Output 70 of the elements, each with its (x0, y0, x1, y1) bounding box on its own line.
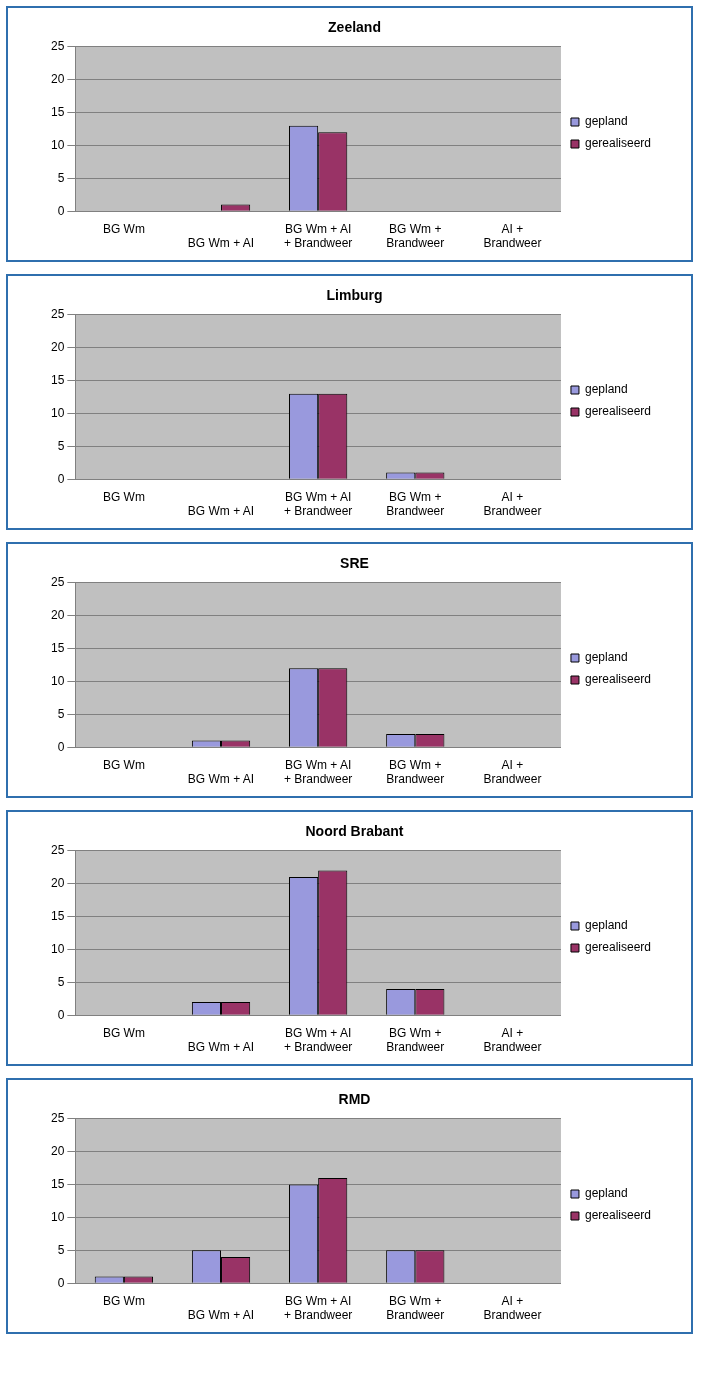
y-tick-label: 25 (50, 39, 65, 54)
x-tick-label: BG Wm (102, 489, 145, 504)
y-tick-label: 15 (50, 908, 65, 923)
y-tick-label: 25 (50, 1111, 65, 1126)
y-tick-label: 25 (50, 307, 65, 322)
legend-label: gerealiseerd (584, 1208, 652, 1223)
x-tick-label: AI + Brandweer (483, 757, 542, 787)
y-tick-label: 20 (50, 1143, 65, 1158)
chart-title: Noord Brabant (305, 823, 404, 840)
x-tick-label: BG Wm + AI (187, 504, 255, 519)
y-tick-label: 0 (57, 471, 65, 486)
y-tick-label: 15 (50, 104, 65, 119)
x-tick-label: BG Wm + AI (187, 772, 255, 787)
legend-label: gepland (584, 1186, 628, 1201)
y-tick-label: 10 (50, 941, 65, 956)
x-tick-label: BG Wm + AI + Brandweer (283, 1293, 353, 1323)
chart-title: Zeeland (328, 19, 381, 36)
y-tick-label: 25 (50, 843, 65, 858)
y-tick-label: 0 (57, 203, 65, 218)
y-tick-label: 15 (50, 1176, 65, 1191)
y-tick-label: 10 (50, 137, 65, 152)
y-tick-label: 15 (50, 372, 65, 387)
x-tick-label: BG Wm (102, 1025, 145, 1040)
y-tick-label: 20 (50, 875, 65, 890)
y-tick-label: 20 (50, 607, 65, 622)
x-tick-label: BG Wm (102, 221, 145, 236)
legend-label: gerealiseerd (584, 940, 652, 955)
legend-label: gepland (584, 650, 628, 665)
x-tick-label: BG Wm + Brandweer (386, 1025, 445, 1055)
x-tick-label: AI + Brandweer (483, 489, 542, 519)
x-tick-label: BG Wm (102, 757, 145, 772)
x-tick-label: BG Wm + Brandweer (386, 1293, 445, 1323)
x-tick-label: BG Wm + AI (187, 236, 255, 251)
y-tick-label: 10 (50, 1209, 65, 1224)
y-tick-label: 20 (50, 71, 65, 86)
y-tick-label: 5 (57, 706, 65, 721)
x-tick-label: BG Wm + AI (187, 1308, 255, 1323)
chart-title: RMD (338, 1091, 371, 1108)
y-tick-label: 0 (57, 1275, 65, 1290)
y-tick-label: 15 (50, 640, 65, 655)
y-tick-label: 5 (57, 170, 65, 185)
x-tick-label: BG Wm + AI (187, 1040, 255, 1055)
y-tick-label: 10 (50, 673, 65, 688)
x-tick-label: BG Wm + Brandweer (386, 757, 445, 787)
x-tick-label: AI + Brandweer (483, 1293, 542, 1323)
x-tick-label: AI + Brandweer (483, 1025, 542, 1055)
x-tick-label: BG Wm + Brandweer (386, 221, 445, 251)
y-tick-label: 10 (50, 405, 65, 420)
y-tick-label: 5 (57, 438, 65, 453)
x-tick-label: BG Wm + AI + Brandweer (283, 1025, 353, 1055)
legend-label: gerealiseerd (584, 672, 652, 687)
x-tick-label: BG Wm + AI + Brandweer (283, 489, 353, 519)
x-tick-label: BG Wm + AI + Brandweer (283, 757, 353, 787)
legend-label: gerealiseerd (584, 404, 652, 419)
x-tick-label: BG Wm (102, 1293, 145, 1308)
y-tick-label: 25 (50, 575, 65, 590)
y-tick-label: 5 (57, 974, 65, 989)
x-tick-label: AI + Brandweer (483, 221, 542, 251)
legend-label: gepland (584, 382, 628, 397)
y-tick-label: 20 (50, 339, 65, 354)
chart-title: SRE (340, 555, 369, 572)
x-tick-label: BG Wm + AI + Brandweer (283, 221, 353, 251)
chart-title: Limburg (326, 287, 383, 304)
y-tick-label: 0 (57, 1007, 65, 1022)
legend-label: gerealiseerd (584, 136, 652, 151)
y-tick-label: 0 (57, 739, 65, 754)
legend-label: gepland (584, 918, 628, 933)
legend-label: gepland (584, 114, 628, 129)
y-tick-label: 5 (57, 1242, 65, 1257)
x-tick-label: BG Wm + Brandweer (386, 489, 445, 519)
